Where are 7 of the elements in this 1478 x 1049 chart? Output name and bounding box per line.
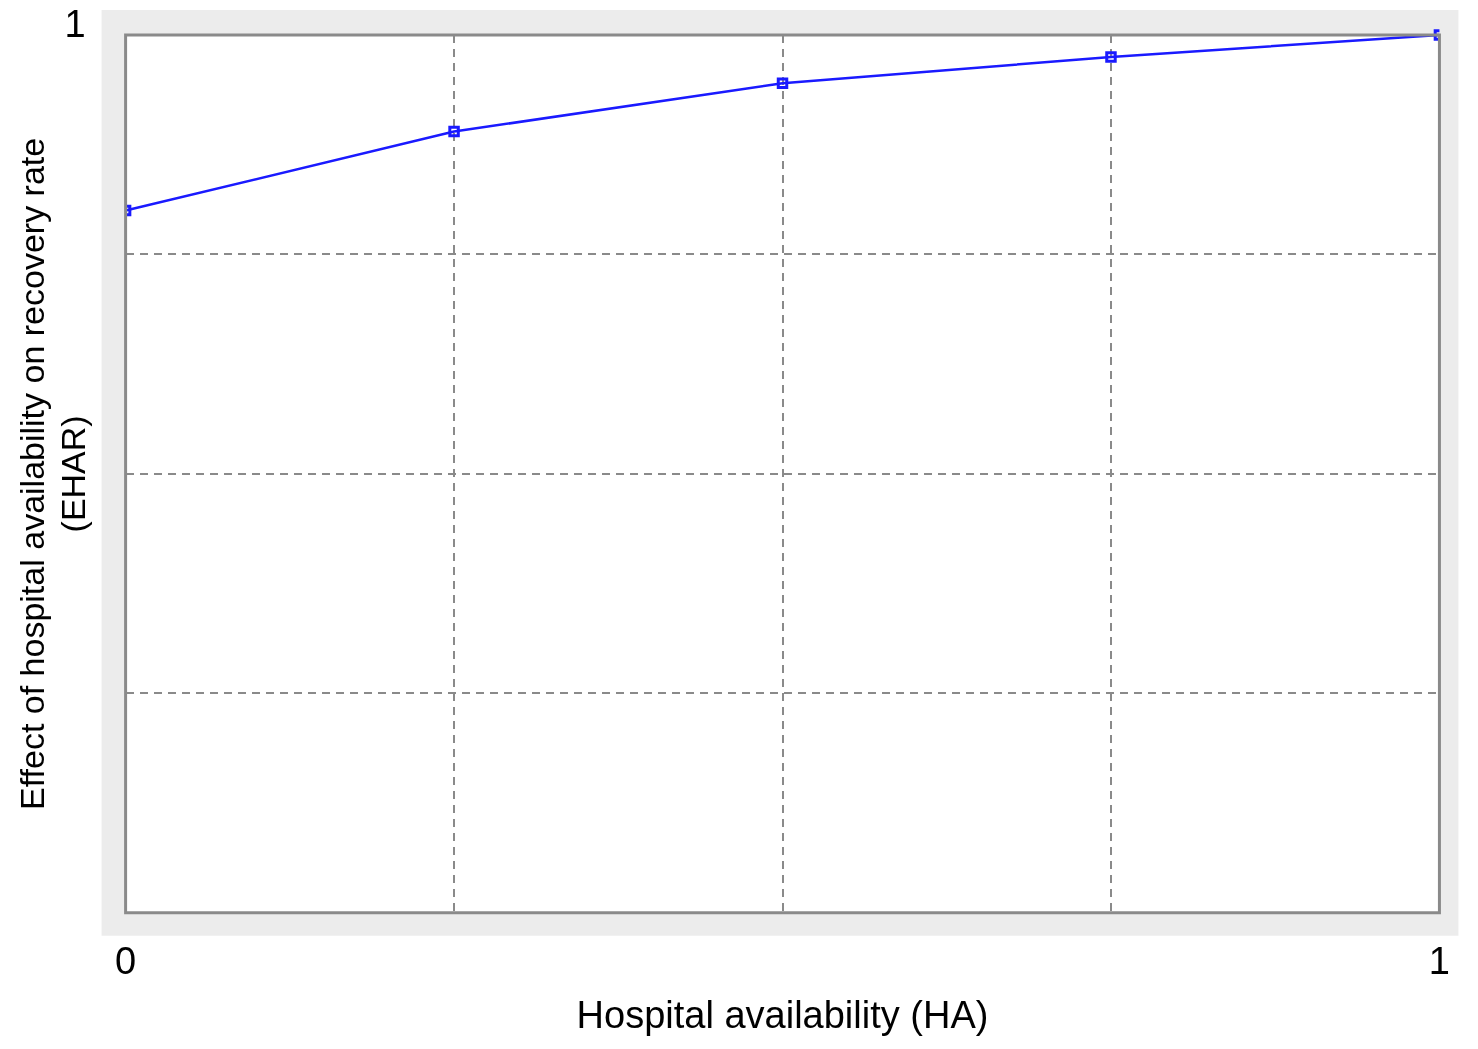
text: 1 [64,3,86,46]
point [776,77,789,90]
x-axis-title: Hospital availability (HA) [576,993,989,1036]
x-tick-label: 0 [115,940,137,983]
y-axis-title: Effect of hospital availability on recovery rate (EHAR) [12,137,92,810]
point [1105,51,1117,63]
point [448,125,460,138]
